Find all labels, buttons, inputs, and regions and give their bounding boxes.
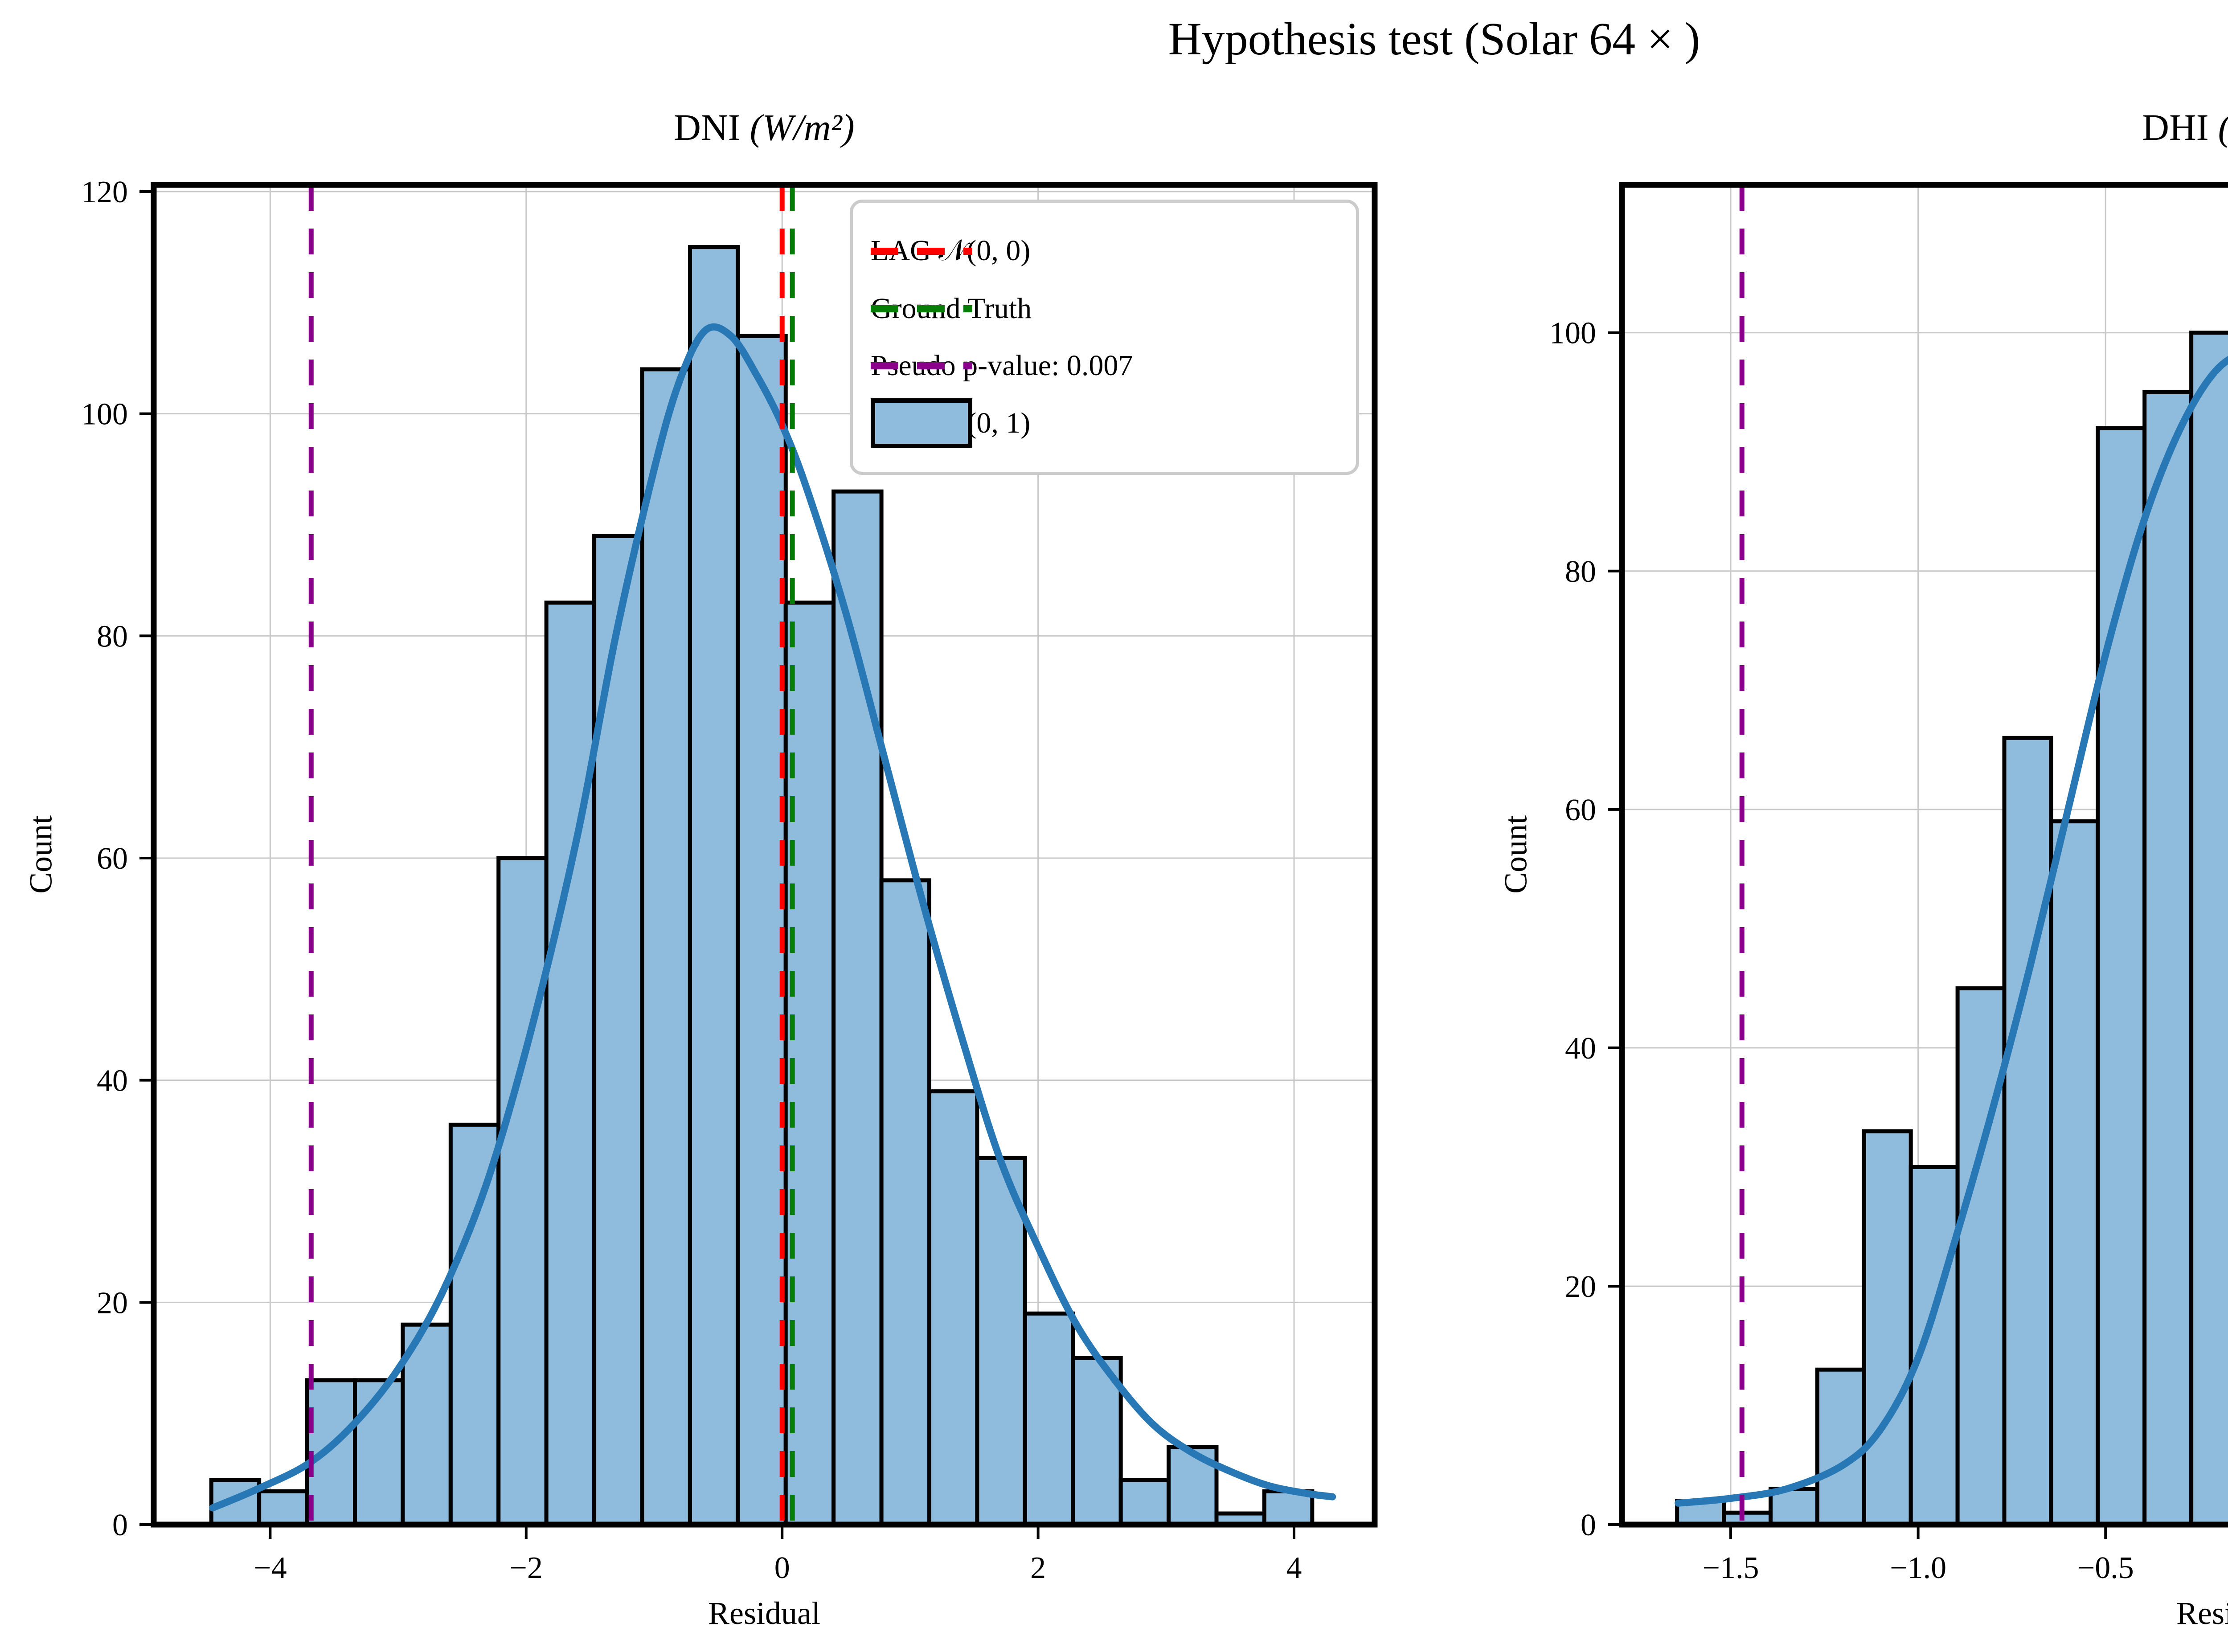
- legend-item: Ground Truth: [871, 292, 1338, 326]
- svg-text:20: 20: [97, 1286, 128, 1320]
- subplot-title-dhi-units: (W/m²): [2218, 107, 2228, 148]
- svg-text:2: 2: [1030, 1551, 1046, 1585]
- svg-text:−4: −4: [254, 1551, 287, 1585]
- svg-text:40: 40: [97, 1064, 128, 1098]
- svg-text:−1.5: −1.5: [1702, 1551, 1759, 1585]
- svg-text:120: 120: [81, 175, 128, 209]
- x-axis-label-left: Residual: [708, 1595, 820, 1631]
- subplot-title-dhi-text: DHI: [2142, 107, 2218, 148]
- subplot-title-dni: DNI (W/m²): [674, 106, 854, 149]
- svg-text:80: 80: [97, 619, 128, 654]
- svg-text:−1.0: −1.0: [1890, 1551, 1946, 1585]
- subplot-title-dni-units: (W/m²): [749, 107, 855, 148]
- legend-left: LAG 𝒩(0, 0) Ground Truth Pseudo p-value:…: [850, 200, 1359, 475]
- svg-text:−0.5: −0.5: [2077, 1551, 2134, 1585]
- x-axis-label-right: Residual: [2176, 1595, 2228, 1631]
- svg-text:0: 0: [774, 1551, 790, 1585]
- svg-text:100: 100: [1549, 316, 1596, 351]
- y-axis-label-right: Count: [1498, 815, 1534, 894]
- dhi-histogram-svg: −1.5−1.0−0.50.00.51.0020406080100: [1549, 182, 2228, 1585]
- svg-text:0: 0: [1581, 1508, 1596, 1542]
- histogram-patch-icon: [871, 398, 972, 449]
- legend-item: LAG 𝒩(0, 0): [871, 234, 1338, 268]
- red-dashed-line-icon: [871, 247, 972, 255]
- page-title: Hypothesis test (Solar 64 × ): [1168, 13, 1700, 65]
- svg-text:20: 20: [1565, 1270, 1596, 1304]
- svg-text:60: 60: [1565, 793, 1596, 827]
- svg-text:4: 4: [1286, 1551, 1302, 1585]
- purple-dashed-line-icon: [871, 362, 972, 370]
- svg-text:−2: −2: [510, 1551, 543, 1585]
- subplot-title-dni-text: DNI: [674, 107, 750, 148]
- y-axis-label-left: Count: [23, 815, 59, 894]
- svg-text:0: 0: [112, 1508, 128, 1542]
- legend-item: LAG 𝒩(0, 1): [871, 398, 1338, 449]
- svg-text:100: 100: [81, 397, 128, 432]
- green-dashed-line-icon: [871, 305, 972, 312]
- svg-text:40: 40: [1565, 1031, 1596, 1066]
- subplot-title-dhi: DHI (W/m²): [2142, 106, 2228, 149]
- svg-text:60: 60: [97, 842, 128, 876]
- svg-text:80: 80: [1565, 555, 1596, 589]
- legend-label: Pseudo p-value: 0.007: [871, 349, 1133, 382]
- legend-item: Pseudo p-value: 0.007: [871, 349, 1338, 383]
